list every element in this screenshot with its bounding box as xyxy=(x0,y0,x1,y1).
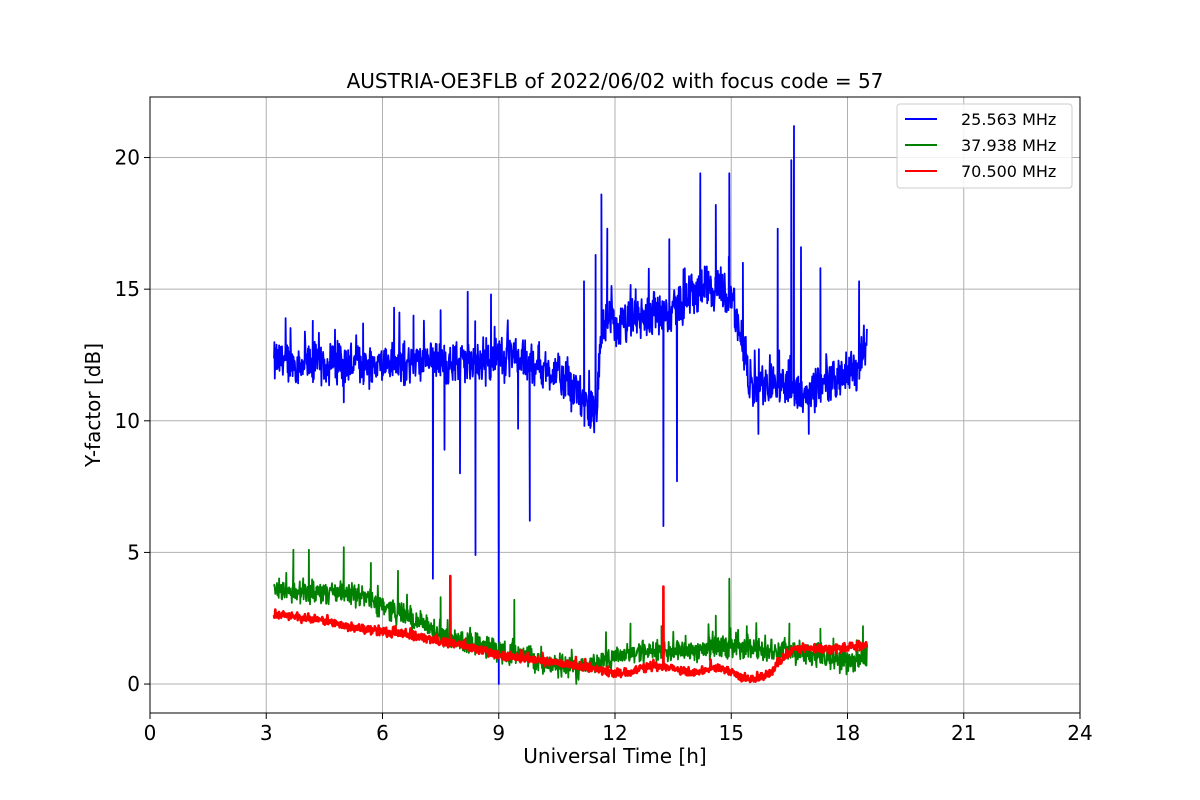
y-tick-label: 0 xyxy=(127,672,140,696)
legend-label: 25.563 MHz xyxy=(961,110,1056,129)
legend-label: 70.500 MHz xyxy=(961,162,1056,181)
legend-label: 37.938 MHz xyxy=(961,136,1056,155)
x-tick-label: 24 xyxy=(1067,721,1092,745)
series-line-1 xyxy=(273,125,868,685)
x-tick-label: 6 xyxy=(376,721,389,745)
axis-ticks: 0 3 6 9 12 15 18 21 24 0 5 10 15 20 xyxy=(115,146,1093,745)
x-tick-label: 9 xyxy=(492,721,505,745)
x-tick-label: 3 xyxy=(260,721,273,745)
series-line-2 xyxy=(273,546,868,685)
legend-box xyxy=(896,103,1073,189)
series-layer xyxy=(272,125,869,685)
y-tick-label: 20 xyxy=(115,146,140,170)
legend: 25.563 MHz 37.938 MHz 70.500 MHz xyxy=(896,103,1073,189)
x-tick-label: 15 xyxy=(719,721,744,745)
x-tick-label: 21 xyxy=(951,721,976,745)
series-line-3 xyxy=(272,574,869,684)
x-tick-label: 12 xyxy=(602,721,627,745)
y-tick-label: 15 xyxy=(115,277,140,301)
x-axis-label: Universal Time [h] xyxy=(523,744,706,768)
y-axis-label: Y-factor [dB] xyxy=(81,343,105,468)
chart-title: AUSTRIA-OE3FLB of 2022/06/02 with focus … xyxy=(347,69,884,93)
x-tick-label: 18 xyxy=(835,721,860,745)
y-tick-label: 5 xyxy=(127,540,140,564)
x-tick-label: 0 xyxy=(144,721,157,745)
y-tick-label: 10 xyxy=(115,409,140,433)
